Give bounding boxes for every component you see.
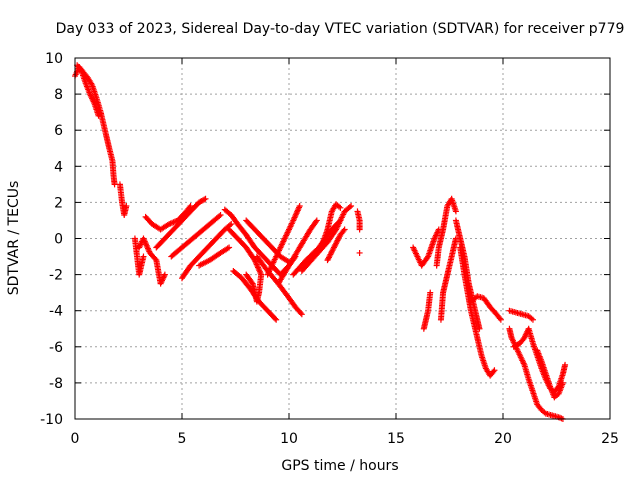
data-point bbox=[346, 204, 353, 211]
y-tick-label: -2 bbox=[49, 268, 63, 284]
data-point bbox=[273, 316, 280, 323]
data-point bbox=[187, 203, 194, 210]
data-point bbox=[298, 311, 305, 318]
y-tick-label: 10 bbox=[45, 51, 63, 67]
data-point bbox=[529, 316, 536, 323]
data-point bbox=[296, 203, 303, 210]
y-axis-label: SDTVAR / TECUs bbox=[6, 181, 22, 296]
data-point bbox=[95, 112, 102, 119]
data-point bbox=[497, 316, 504, 323]
y-tick-label: 4 bbox=[54, 159, 63, 175]
data-point bbox=[559, 379, 566, 386]
data-point bbox=[202, 195, 209, 202]
data-point bbox=[111, 181, 118, 188]
y-tick-label: -8 bbox=[49, 376, 63, 392]
data-point bbox=[216, 213, 223, 220]
data-point bbox=[452, 208, 459, 215]
x-tick-label: 15 bbox=[387, 431, 405, 447]
data-point bbox=[562, 361, 569, 368]
axis-ticks bbox=[74, 57, 611, 420]
data-point bbox=[201, 196, 208, 203]
data-point bbox=[152, 255, 159, 262]
data-point bbox=[313, 217, 320, 224]
data-point bbox=[348, 203, 355, 210]
y-tick-label: -10 bbox=[40, 412, 63, 428]
x-tick-label: 10 bbox=[280, 431, 298, 447]
data-point bbox=[243, 271, 250, 278]
y-tick-label: 0 bbox=[54, 232, 63, 248]
data-point bbox=[161, 271, 168, 278]
data-point bbox=[226, 244, 233, 251]
data-point bbox=[340, 227, 347, 234]
y-tick-label: 8 bbox=[54, 87, 63, 103]
x-tick-label: 20 bbox=[494, 431, 512, 447]
data-series bbox=[72, 62, 569, 422]
data-point bbox=[297, 310, 304, 317]
data-point bbox=[496, 315, 503, 322]
data-point bbox=[140, 253, 147, 260]
y-tick-label: -4 bbox=[49, 304, 63, 320]
x-tick-label: 5 bbox=[178, 431, 187, 447]
data-point bbox=[427, 289, 434, 296]
y-tick-label: -6 bbox=[49, 340, 63, 356]
data-point bbox=[341, 226, 348, 233]
data-point bbox=[272, 315, 279, 322]
y-tick-label: 6 bbox=[54, 123, 63, 139]
data-point bbox=[228, 221, 235, 228]
data-point bbox=[491, 367, 498, 374]
data-point bbox=[490, 368, 497, 375]
tick-labels: 0 5 10 15 20 25 -10 -8 -6 -4 -2 0 2 4 6 8 10 bbox=[40, 51, 619, 447]
grid bbox=[75, 58, 610, 419]
data-point bbox=[244, 272, 251, 279]
data-point bbox=[123, 203, 130, 210]
data-point bbox=[217, 212, 224, 219]
data-point bbox=[226, 222, 233, 229]
data-point bbox=[356, 249, 363, 256]
x-tick-label: 0 bbox=[71, 431, 80, 447]
chart-title: Day 033 of 2023, Sidereal Day-to-day VTE… bbox=[56, 21, 625, 37]
data-point bbox=[337, 204, 344, 211]
data-point bbox=[356, 226, 363, 233]
y-tick-label: 2 bbox=[54, 195, 63, 211]
x-axis-label: GPS time / hours bbox=[281, 458, 398, 474]
x-tick-label: 25 bbox=[601, 431, 619, 447]
data-point bbox=[312, 218, 319, 225]
